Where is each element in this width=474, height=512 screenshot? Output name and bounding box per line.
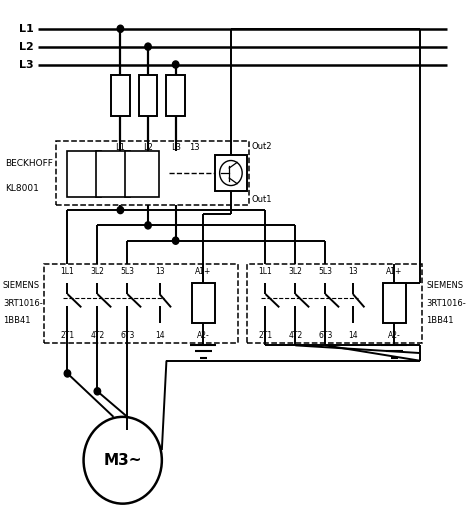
Text: 13: 13: [155, 267, 164, 276]
Text: L2: L2: [143, 143, 153, 152]
Text: 2T1: 2T1: [60, 331, 74, 339]
Circle shape: [117, 206, 124, 214]
Bar: [247, 264, 422, 343]
Text: 6T3: 6T3: [120, 331, 135, 339]
Bar: [125, 152, 159, 197]
Text: SIEMENS: SIEMENS: [427, 281, 464, 290]
Bar: [96, 152, 130, 197]
Circle shape: [117, 25, 124, 32]
Circle shape: [145, 222, 151, 229]
Text: L1: L1: [116, 143, 125, 152]
Text: 3RT1016-: 3RT1016-: [3, 298, 43, 308]
Text: L3: L3: [19, 59, 34, 70]
Text: A1+: A1+: [386, 267, 402, 276]
Circle shape: [94, 388, 100, 395]
Text: 5L3: 5L3: [318, 267, 332, 276]
Text: KL8001: KL8001: [5, 184, 39, 194]
Text: 3RT1016-: 3RT1016-: [427, 298, 466, 308]
Circle shape: [173, 237, 179, 244]
Bar: [215, 155, 247, 191]
Text: M3~: M3~: [103, 453, 142, 468]
Text: 1BB41: 1BB41: [427, 316, 454, 325]
Text: BECKHOFF: BECKHOFF: [5, 159, 53, 168]
Text: 1BB41: 1BB41: [3, 316, 30, 325]
Bar: [56, 141, 249, 205]
Text: SIEMENS: SIEMENS: [3, 281, 40, 290]
Text: 14: 14: [155, 331, 164, 339]
Bar: [192, 283, 215, 324]
Circle shape: [64, 370, 71, 377]
Text: A2-: A2-: [197, 331, 210, 339]
Circle shape: [145, 43, 151, 50]
Text: 3L2: 3L2: [91, 267, 104, 276]
Bar: [139, 75, 157, 116]
Text: 5L3: 5L3: [120, 267, 134, 276]
Bar: [383, 283, 406, 324]
Text: A1+: A1+: [195, 267, 211, 276]
Text: 4T2: 4T2: [90, 331, 104, 339]
Text: L2: L2: [19, 41, 34, 52]
Text: 2T1: 2T1: [258, 331, 273, 339]
Text: 13: 13: [348, 267, 358, 276]
Text: L1: L1: [19, 24, 34, 34]
Bar: [45, 264, 238, 343]
Text: 1L1: 1L1: [258, 267, 272, 276]
Text: 1L1: 1L1: [61, 267, 74, 276]
Text: 4T2: 4T2: [288, 331, 302, 339]
Text: 3L2: 3L2: [288, 267, 302, 276]
Bar: [67, 152, 101, 197]
Text: Out2: Out2: [252, 142, 272, 151]
Text: L3: L3: [171, 143, 181, 152]
Text: 14: 14: [348, 331, 358, 339]
Text: Out1: Out1: [252, 196, 272, 204]
Text: 6T3: 6T3: [318, 331, 332, 339]
Text: A2-: A2-: [388, 331, 401, 339]
Bar: [166, 75, 185, 116]
Circle shape: [173, 61, 179, 68]
Bar: [111, 75, 129, 116]
Text: 13: 13: [189, 143, 200, 152]
